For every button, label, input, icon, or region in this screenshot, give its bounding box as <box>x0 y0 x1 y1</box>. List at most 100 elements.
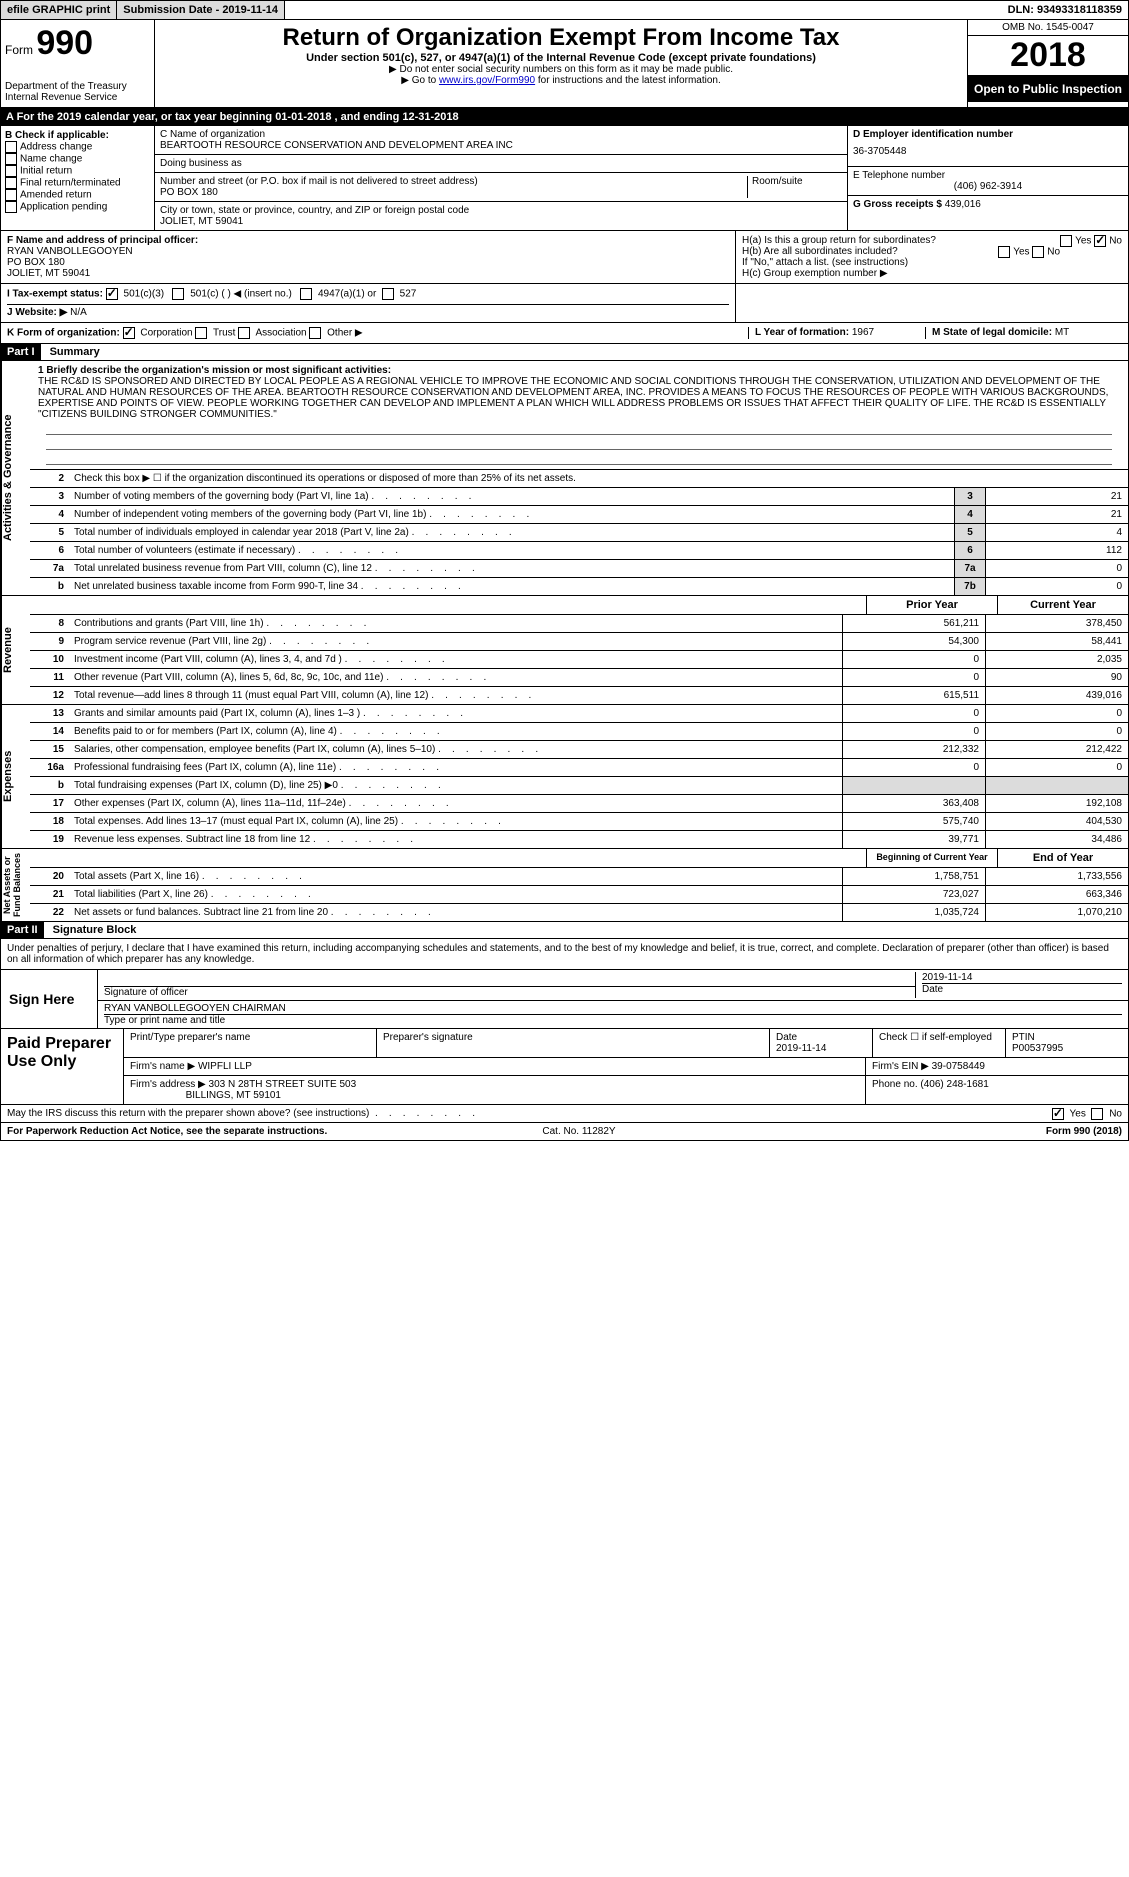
chk-other[interactable] <box>309 327 321 339</box>
discuss-no[interactable] <box>1091 1108 1103 1120</box>
instr1: ▶ Do not enter social security numbers o… <box>161 64 961 75</box>
I-label: I Tax-exempt status: <box>7 289 103 300</box>
prep-date: 2019-11-14 <box>776 1043 826 1054</box>
chk-501c3[interactable] <box>106 288 118 300</box>
Ha-no[interactable] <box>1094 235 1106 247</box>
addr: PO BOX 180 <box>160 187 747 198</box>
data-row: 9Program service revenue (Part VIII, lin… <box>30 633 1128 651</box>
527: 527 <box>400 289 417 300</box>
dept: Department of the Treasury Internal Reve… <box>5 81 150 103</box>
signature-block: Under penalties of perjury, I declare th… <box>0 939 1129 1123</box>
block-KLM: K Form of organization: Corporation Trus… <box>0 323 1129 344</box>
Ha-yes[interactable] <box>1060 235 1072 247</box>
part2-title: Signature Block <box>47 924 137 936</box>
B-label: B Check if applicable: <box>5 130 150 141</box>
data-row: 21Total liabilities (Part X, line 26)723… <box>30 886 1128 904</box>
discuss-yes[interactable] <box>1052 1108 1064 1120</box>
data-row: 12Total revenue—add lines 8 through 11 (… <box>30 687 1128 704</box>
L-label: L Year of formation: <box>755 327 849 338</box>
chk-501c[interactable] <box>172 288 184 300</box>
line2: Check this box ▶ ☐ if the organization d… <box>70 470 1128 487</box>
prep-sig-h: Preparer's signature <box>377 1029 770 1057</box>
city: JOLIET, MT 59041 <box>160 216 842 227</box>
firm-phone: (406) 248-1681 <box>920 1079 988 1090</box>
chk-assoc[interactable] <box>238 327 250 339</box>
footer: For Paperwork Reduction Act Notice, see … <box>0 1123 1129 1141</box>
officer-print: RYAN VANBOLLEGOOYEN CHAIRMAN <box>104 1003 1122 1014</box>
data-row: 22Net assets or fund balances. Subtract … <box>30 904 1128 921</box>
501c: 501(c) ( ) ◀ (insert no.) <box>190 289 292 300</box>
d-yes: Yes <box>1070 1109 1086 1120</box>
gov-row: 6Total number of volunteers (estimate if… <box>30 542 1128 560</box>
prep-date-h: Date <box>776 1032 797 1043</box>
ptin-l: PTIN <box>1012 1032 1035 1043</box>
chk-amended[interactable] <box>5 189 17 201</box>
other: Other ▶ <box>327 328 362 339</box>
rev-block: Revenue Prior YearCurrent Year 8Contribu… <box>0 596 1129 705</box>
data-row: 19Revenue less expenses. Subtract line 1… <box>30 831 1128 848</box>
instr2-pre: ▶ Go to <box>401 75 439 86</box>
exp-block: Expenses 13Grants and similar amounts pa… <box>0 705 1129 849</box>
E-label: E Telephone number <box>853 170 1123 181</box>
data-row: 18Total expenses. Add lines 13–17 (must … <box>30 813 1128 831</box>
gov-row: 5Total number of individuals employed in… <box>30 524 1128 542</box>
data-row: bTotal fundraising expenses (Part IX, co… <box>30 777 1128 795</box>
na-block: Net Assets or Fund Balances Beginning of… <box>0 849 1129 922</box>
addr-label: Number and street (or P.O. box if mail i… <box>160 176 747 187</box>
part1-title: Summary <box>44 346 100 358</box>
title: Return of Organization Exempt From Incom… <box>161 24 961 52</box>
chk-initial[interactable] <box>5 165 17 177</box>
4947: 4947(a)(1) or <box>318 289 376 300</box>
vlabel-gov: Activities & Governance <box>1 361 30 595</box>
phone: (406) 962-3914 <box>853 181 1123 192</box>
col-C: C Name of organization BEARTOOTH RESOURC… <box>155 126 848 230</box>
part1-bar: Part I <box>1 344 41 360</box>
na-cy-head: End of Year <box>997 849 1128 867</box>
data-row: 14Benefits paid to or for members (Part … <box>30 723 1128 741</box>
instr2: ▶ Go to www.irs.gov/Form990 for instruct… <box>161 75 961 86</box>
officer-city: JOLIET, MT 59041 <box>7 268 729 279</box>
year-formation: 1967 <box>852 327 874 338</box>
topbar: efile GRAPHIC print Submission Date - 20… <box>0 0 1129 20</box>
opt-name: Name change <box>20 154 82 165</box>
chk-4947[interactable] <box>300 288 312 300</box>
header-right: OMB No. 1545-0047 2018 Open to Public In… <box>968 20 1128 107</box>
part1-header: Part I Summary <box>0 344 1129 361</box>
chk-corp[interactable] <box>123 327 135 339</box>
Hb-no[interactable] <box>1032 246 1044 258</box>
Ha: H(a) Is this a group return for subordin… <box>742 235 936 246</box>
sign-here: Sign Here <box>1 970 98 1028</box>
chk-trust[interactable] <box>195 327 207 339</box>
trust: Trust <box>213 328 235 339</box>
M-label: M State of legal domicile: <box>932 327 1052 338</box>
date-label: Date <box>922 983 1122 995</box>
city-label: City or town, state or province, country… <box>160 205 842 216</box>
Hb: H(b) Are all subordinates included? <box>742 246 898 257</box>
prep-check: Check ☐ if self-employed <box>873 1029 1006 1057</box>
phone-l: Phone no. <box>872 1079 918 1090</box>
data-row: 17Other expenses (Part IX, column (A), l… <box>30 795 1128 813</box>
no-lbl2: No <box>1047 247 1060 258</box>
cy-head: Current Year <box>997 596 1128 614</box>
form990-link[interactable]: www.irs.gov/Form990 <box>439 75 535 86</box>
firm-addr2: BILLINGS, MT 59101 <box>186 1090 281 1101</box>
col-D: D Employer identification number 36-3705… <box>848 126 1128 230</box>
vlabel-exp: Expenses <box>1 705 30 848</box>
Hb-yes[interactable] <box>998 246 1010 258</box>
chk-527[interactable] <box>382 288 394 300</box>
data-row: 11Other revenue (Part VIII, column (A), … <box>30 669 1128 687</box>
chk-address[interactable] <box>5 141 17 153</box>
opt-final: Final return/terminated <box>20 178 121 189</box>
prep-name-h: Print/Type preparer's name <box>124 1029 377 1057</box>
addr-l: Firm's address ▶ <box>130 1079 206 1090</box>
mission-text: THE RC&D IS SPONSORED AND DIRECTED BY LO… <box>38 376 1120 420</box>
gov-block: Activities & Governance 1 Briefly descri… <box>0 361 1129 596</box>
data-row: 16aProfessional fundraising fees (Part I… <box>30 759 1128 777</box>
sig-declaration: Under penalties of perjury, I declare th… <box>1 939 1128 970</box>
col-B: B Check if applicable: Address change Na… <box>1 126 155 230</box>
py-head: Prior Year <box>866 596 997 614</box>
no-lbl: No <box>1109 236 1122 247</box>
chk-final[interactable] <box>5 177 17 189</box>
chk-pending[interactable] <box>5 201 17 213</box>
chk-name[interactable] <box>5 153 17 165</box>
